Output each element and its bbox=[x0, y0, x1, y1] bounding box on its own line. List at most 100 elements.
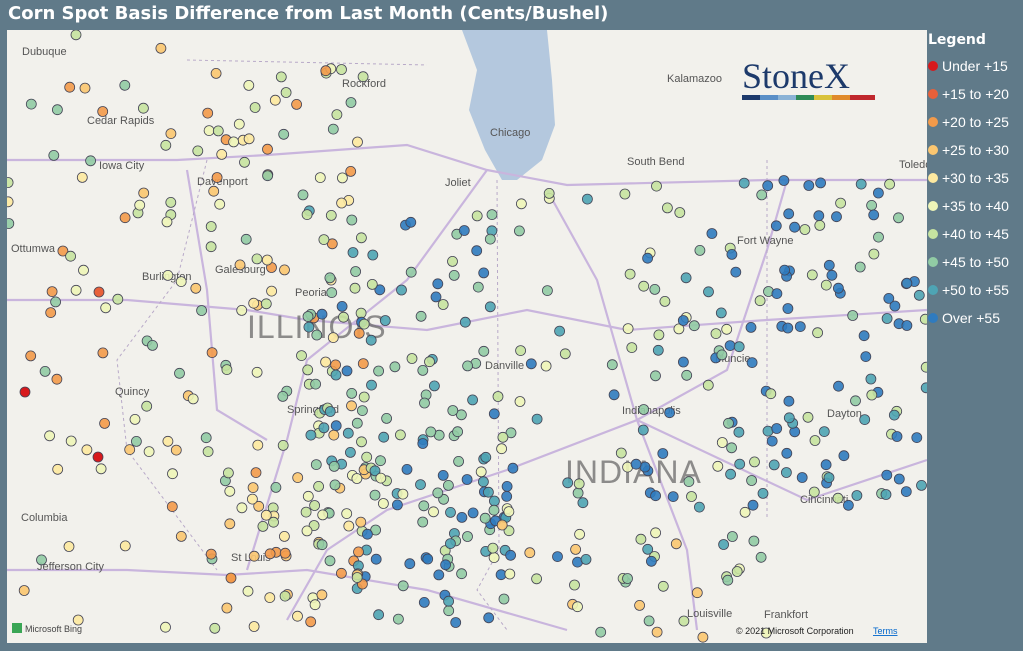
basis-marker bbox=[233, 118, 245, 130]
basis-marker bbox=[357, 358, 369, 370]
basis-marker bbox=[225, 572, 237, 584]
basis-marker bbox=[375, 472, 387, 484]
basis-marker bbox=[7, 196, 14, 208]
basis-marker bbox=[391, 499, 403, 511]
basis-marker bbox=[487, 542, 499, 554]
basis-marker bbox=[394, 429, 406, 441]
basis-marker bbox=[221, 364, 233, 376]
basis-marker bbox=[175, 530, 187, 542]
basis-marker bbox=[277, 390, 289, 402]
basis-marker bbox=[353, 546, 364, 558]
basis-marker bbox=[63, 541, 75, 552]
legend-item: +30 to +35 bbox=[928, 164, 1023, 192]
city-label: Joliet bbox=[445, 177, 471, 189]
basis-marker bbox=[174, 367, 185, 379]
basis-marker bbox=[347, 247, 359, 258]
basis-marker bbox=[652, 344, 664, 356]
basis-marker bbox=[313, 480, 325, 492]
basis-marker bbox=[497, 431, 509, 443]
basis-marker bbox=[324, 555, 336, 567]
basis-marker bbox=[314, 172, 326, 184]
basis-marker bbox=[642, 543, 654, 555]
basis-marker bbox=[794, 321, 806, 333]
basis-marker bbox=[501, 490, 513, 502]
basis-marker bbox=[765, 388, 777, 400]
basis-marker bbox=[691, 587, 703, 599]
basis-marker bbox=[401, 463, 413, 475]
legend-swatch bbox=[928, 257, 938, 267]
basis-marker bbox=[415, 310, 427, 322]
legend-swatch bbox=[928, 201, 938, 211]
basis-marker bbox=[559, 348, 571, 360]
basis-marker bbox=[756, 189, 768, 201]
terms-link[interactable]: Terms bbox=[873, 626, 898, 636]
basis-marker bbox=[783, 412, 795, 424]
basis-marker bbox=[428, 380, 440, 392]
basis-marker bbox=[531, 413, 543, 425]
basis-marker bbox=[783, 395, 795, 407]
basis-marker bbox=[812, 327, 823, 339]
basis-marker bbox=[261, 254, 273, 266]
basis-marker bbox=[779, 264, 790, 276]
basis-marker bbox=[514, 396, 526, 407]
basis-marker bbox=[703, 286, 714, 298]
basis-marker bbox=[224, 518, 236, 530]
basis-marker bbox=[378, 431, 390, 443]
basis-marker bbox=[379, 315, 391, 326]
basis-marker bbox=[318, 234, 330, 246]
city-label: Cedar Rapids bbox=[87, 115, 155, 127]
legend-label: +30 to +35 bbox=[942, 170, 1009, 186]
basis-marker bbox=[79, 82, 91, 94]
basis-marker bbox=[694, 244, 706, 256]
basis-marker bbox=[823, 259, 835, 271]
basis-marker bbox=[302, 311, 314, 322]
basis-marker bbox=[309, 500, 321, 511]
basis-marker bbox=[417, 438, 429, 449]
basis-marker bbox=[97, 106, 109, 117]
basis-marker bbox=[137, 102, 149, 114]
basis-marker bbox=[608, 389, 620, 401]
basis-marker bbox=[716, 437, 728, 448]
basis-marker bbox=[275, 71, 287, 83]
basis-marker bbox=[498, 593, 510, 605]
borders bbox=[116, 59, 768, 631]
basis-marker bbox=[477, 476, 489, 488]
city-label: Ottumwa bbox=[11, 243, 56, 255]
basis-marker bbox=[505, 427, 517, 439]
basis-marker bbox=[745, 321, 757, 333]
legend-item: +35 to +40 bbox=[928, 192, 1023, 220]
legend-swatch bbox=[928, 173, 938, 183]
basis-marker bbox=[352, 136, 363, 148]
legend-item: +40 to +45 bbox=[928, 220, 1023, 248]
basis-marker bbox=[143, 446, 155, 458]
basis-marker bbox=[453, 455, 465, 467]
basis-marker bbox=[51, 373, 63, 385]
basis-marker bbox=[501, 480, 513, 492]
basis-marker bbox=[881, 313, 893, 324]
basis-marker bbox=[514, 225, 525, 237]
basis-marker bbox=[727, 531, 738, 542]
basis-marker bbox=[642, 252, 653, 264]
basis-marker bbox=[248, 297, 260, 309]
basis-marker bbox=[488, 408, 500, 420]
basis-marker bbox=[196, 305, 208, 316]
basis-marker bbox=[860, 351, 872, 363]
basis-marker bbox=[847, 310, 859, 321]
basis-marker bbox=[39, 365, 51, 377]
basis-marker bbox=[482, 486, 494, 498]
basis-marker bbox=[437, 299, 449, 310]
basis-marker bbox=[919, 313, 927, 325]
basis-marker bbox=[515, 345, 526, 357]
basis-marker bbox=[264, 548, 276, 560]
basis-marker bbox=[634, 600, 645, 611]
basis-marker bbox=[318, 422, 330, 434]
basis-marker bbox=[683, 476, 695, 488]
basis-marker bbox=[264, 592, 276, 603]
basis-marker bbox=[859, 414, 871, 426]
legend-label: Over +55 bbox=[942, 310, 1000, 326]
basis-marker bbox=[269, 94, 281, 106]
basis-marker bbox=[330, 359, 342, 371]
basis-marker bbox=[866, 389, 878, 401]
basis-marker bbox=[221, 602, 233, 614]
basis-marker bbox=[881, 469, 893, 481]
